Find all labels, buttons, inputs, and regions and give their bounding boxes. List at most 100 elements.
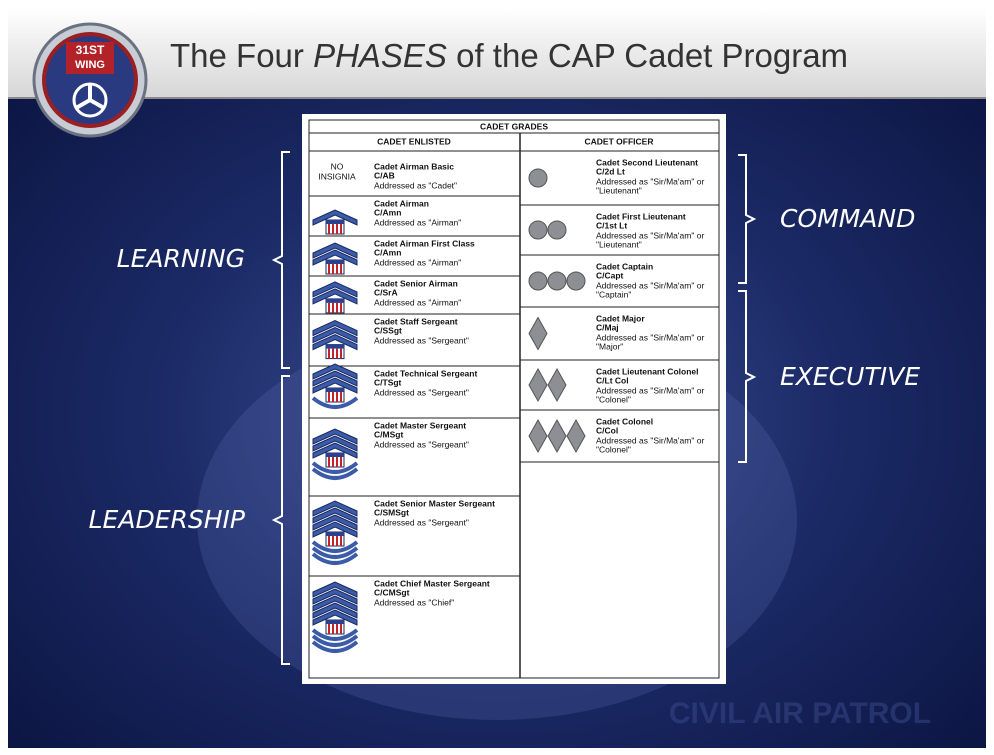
chevron — [312, 521, 358, 538]
rocker — [311, 546, 359, 559]
grade-address: Addressed as "Sir/Ma'am" or — [596, 230, 704, 240]
phase-label: LEARNING — [117, 244, 245, 273]
shield-stripe — [332, 302, 334, 313]
grade-name: Cadet Colonel — [596, 416, 653, 426]
shield-stripe — [328, 392, 330, 402]
bracket — [271, 151, 290, 369]
shield-stripe — [340, 224, 342, 234]
chevron — [312, 428, 358, 445]
shield-stripe — [328, 624, 330, 634]
shield-stripe — [328, 457, 330, 467]
shield-stripe — [336, 302, 338, 313]
shield-stripe — [332, 264, 334, 274]
grade-abbr: C/SSgt — [374, 325, 402, 335]
rocker — [311, 634, 359, 647]
chevron — [312, 602, 358, 619]
grade-address: Addressed as "Sir/Ma'am" or — [596, 280, 704, 290]
chevron — [312, 581, 358, 598]
shield-stripe — [336, 392, 338, 402]
shield-stripe — [328, 264, 330, 274]
shield-stripe — [336, 536, 338, 546]
grade-abbr: C/Maj — [596, 322, 619, 332]
rocker — [311, 552, 359, 565]
chevron — [312, 209, 358, 226]
shield-stripe — [340, 536, 342, 546]
no-insignia: INSIGNIA — [318, 171, 356, 181]
grade-name: Cadet First Lieutenant — [596, 211, 686, 221]
shield-stripe — [332, 457, 334, 467]
shield-stripe — [328, 536, 330, 546]
shield-top — [326, 260, 344, 264]
chevron — [312, 609, 358, 626]
chevron — [312, 249, 358, 266]
grade-name: Cadet Captain — [596, 261, 653, 271]
shield-top — [326, 532, 344, 536]
shield-top — [326, 220, 344, 224]
grade-address: Addressed as "Sergeant" — [374, 387, 469, 397]
chevron — [312, 320, 358, 337]
shield-stripe — [340, 302, 342, 313]
grade-abbr: C/Amn — [374, 207, 401, 217]
grade-address: Addressed as "Cadet" — [374, 180, 457, 190]
grade-address: "Lieutenant" — [596, 239, 642, 249]
grade-abbr: C/Capt — [596, 270, 624, 280]
shield-stripe — [336, 224, 338, 234]
shield-stripe — [340, 392, 342, 402]
grade-abbr: C/AB — [374, 170, 395, 180]
grade-address: "Lieutenant" — [596, 185, 642, 195]
chevron — [312, 288, 358, 305]
officer-disc — [528, 168, 548, 188]
grade-abbr: C/MSgt — [374, 429, 403, 439]
bracket — [738, 154, 757, 284]
title-part: of the CAP Cadet Program — [447, 37, 848, 74]
grade-address: Addressed as "Chief" — [374, 597, 454, 607]
shield-top — [326, 388, 344, 392]
grade-address: "Colonel" — [596, 444, 631, 454]
grade-name: Cadet Major — [596, 313, 645, 323]
grade-name: Cadet Chief Master Sergeant — [374, 578, 490, 588]
chevron — [312, 334, 358, 351]
officer-diamond — [547, 367, 567, 403]
grade-address: Addressed as "Sir/Ma'am" or — [596, 332, 704, 342]
chevron — [312, 327, 358, 344]
phase-label: LEADERSHIP — [89, 505, 246, 534]
grade-abbr: C/2d Lt — [596, 166, 625, 176]
grade-abbr: C/Col — [596, 425, 618, 435]
grade-address: "Major" — [596, 341, 623, 351]
phase-label: EXECUTIVE — [780, 362, 920, 391]
logo-text: 31ST — [76, 43, 105, 57]
officer-disc — [528, 220, 548, 240]
watermark: CIVIL AIR PATROL — [669, 697, 931, 730]
chevron — [312, 507, 358, 524]
chevron — [312, 370, 358, 387]
chevron — [312, 500, 358, 517]
table-card — [302, 114, 726, 684]
shield-stripe — [332, 536, 334, 546]
shield-top — [326, 453, 344, 457]
officer-diamond — [566, 418, 586, 454]
bracket — [271, 375, 290, 665]
grade-name: Cadet Lieutenant Colonel — [596, 366, 698, 376]
shield-stripe — [332, 392, 334, 402]
shield-stripe — [340, 457, 342, 467]
grade-abbr: C/SMSgt — [374, 507, 409, 517]
shield-stripe — [332, 348, 334, 359]
grade-abbr: C/Amn — [374, 247, 401, 257]
grade-address: Addressed as "Sir/Ma'am" or — [596, 385, 704, 395]
officer-disc — [528, 271, 548, 291]
shield-stripe — [328, 302, 330, 313]
column-heading: CADET OFFICER — [585, 136, 654, 146]
officer-disc — [566, 271, 586, 291]
officer-diamond — [528, 418, 548, 454]
rocker — [311, 628, 359, 641]
logo-text: WING — [75, 59, 105, 71]
shield-stripe — [336, 348, 338, 359]
rocker — [311, 461, 359, 474]
bracket — [738, 290, 757, 463]
shield-stripe — [340, 624, 342, 634]
shield-top — [326, 298, 344, 303]
shield-stripe — [336, 457, 338, 467]
title-emphasis: PHASES — [313, 37, 447, 74]
grade-name: Cadet Senior Airman — [374, 278, 458, 288]
header-band — [8, 8, 986, 98]
